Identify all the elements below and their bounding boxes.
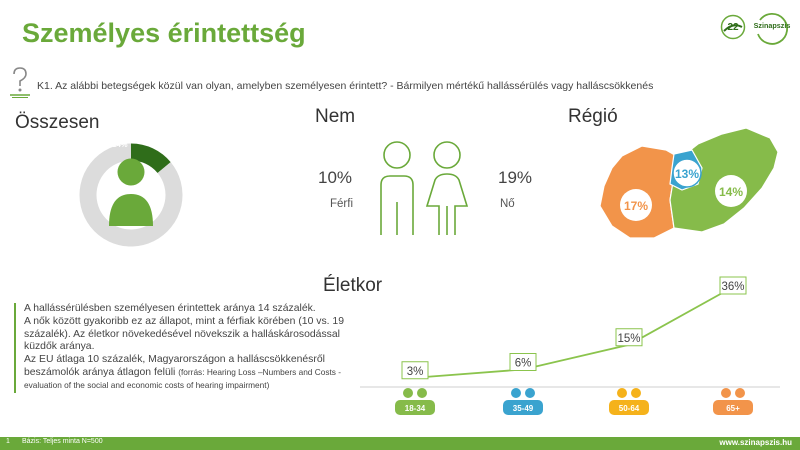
description-line-3-wrapper: Az EU átlaga 10 százalék, Magyarországon… bbox=[24, 354, 344, 392]
description-line-3: Az EU átlaga 10 százalék, Magyarországon… bbox=[24, 354, 325, 378]
age-group-people-icon: 50-64 bbox=[609, 388, 649, 415]
question-mark-icon bbox=[10, 67, 30, 98]
hungary-region-map: 13% 17% 14% bbox=[599, 128, 779, 239]
description-line-2: A nők között gyakoribb ez az állapot, mi… bbox=[24, 315, 344, 353]
age-category-label: 50-64 bbox=[619, 404, 640, 413]
male-label: Férfi bbox=[330, 198, 353, 210]
person-head-icon bbox=[117, 158, 145, 186]
description-line-1: A hallássérülésben személyesen érintette… bbox=[24, 303, 316, 314]
age-category-label: 18-34 bbox=[405, 404, 426, 413]
age-group-people-icon: 65+ bbox=[713, 388, 753, 415]
base-note: Bázis: Teljes minta N=500 bbox=[22, 438, 103, 445]
age-group-people-icon: 18-34 bbox=[395, 388, 435, 415]
age-category-label: 65+ bbox=[726, 404, 740, 413]
gender-icons bbox=[380, 141, 469, 235]
person-body-icon bbox=[109, 194, 153, 226]
total-section-title: Összesen bbox=[15, 112, 100, 133]
female-percent: 19% bbox=[498, 168, 533, 187]
region-central-label: 13% bbox=[675, 167, 699, 181]
female-label: Nő bbox=[500, 198, 515, 210]
age-data-label: 15% bbox=[617, 333, 640, 345]
age-data-label: 36% bbox=[721, 281, 744, 293]
total-donut-chart: 14% 86% bbox=[79, 140, 183, 256]
age-series-line bbox=[414, 286, 734, 379]
page-title: Személyes érintettség bbox=[22, 18, 306, 48]
age-data-label: 3% bbox=[407, 366, 424, 378]
donut-slice-affected bbox=[130, 143, 171, 174]
question-text: K1. Az alábbi betegségek közül van olyan… bbox=[37, 80, 654, 92]
age-category-label: 35-49 bbox=[513, 404, 534, 413]
donut-slice-not-affected bbox=[79, 143, 183, 247]
page-number: 1 bbox=[6, 438, 10, 445]
region-east-circle bbox=[715, 175, 747, 207]
region-section-title: Régió bbox=[568, 106, 618, 127]
logo-22-icon: 22 bbox=[720, 14, 746, 40]
age-label-box bbox=[401, 361, 429, 380]
gender-section-title: Nem bbox=[315, 106, 356, 127]
age-section-title: Életkor bbox=[323, 275, 383, 296]
age-label-box bbox=[615, 328, 643, 347]
logo-22-text: 22 bbox=[727, 22, 739, 33]
brand-logo-icon: Szinapszis bbox=[754, 13, 791, 45]
male-icon bbox=[380, 141, 414, 235]
age-line-chart: 3% 6% 15% 36% 18-34 35-49 50-64 65+ bbox=[360, 276, 780, 415]
age-data-label: 6% bbox=[515, 358, 532, 370]
description-block: A hallássérülésben személyesen érintette… bbox=[14, 303, 344, 393]
age-label-box bbox=[719, 276, 747, 295]
age-group-people-icon: 35-49 bbox=[503, 388, 543, 415]
female-icon bbox=[425, 141, 469, 235]
website-link[interactable]: www.szinapszis.hu bbox=[719, 437, 792, 447]
brand-logo-text: Szinapszis bbox=[754, 21, 791, 30]
description-source: (forrás: Hearing Loss –Numbers and Costs… bbox=[24, 366, 342, 390]
footer-bar bbox=[0, 437, 800, 450]
age-label-box bbox=[509, 353, 537, 371]
donut-label-affected: 14% bbox=[112, 140, 127, 149]
region-east-label: 14% bbox=[719, 185, 743, 199]
region-central-circle bbox=[672, 158, 702, 188]
male-percent: 10% bbox=[318, 168, 353, 187]
donut-label-not-affected: 86% bbox=[166, 249, 181, 256]
region-west-label: 17% bbox=[624, 199, 648, 213]
region-west-circle bbox=[620, 189, 652, 221]
